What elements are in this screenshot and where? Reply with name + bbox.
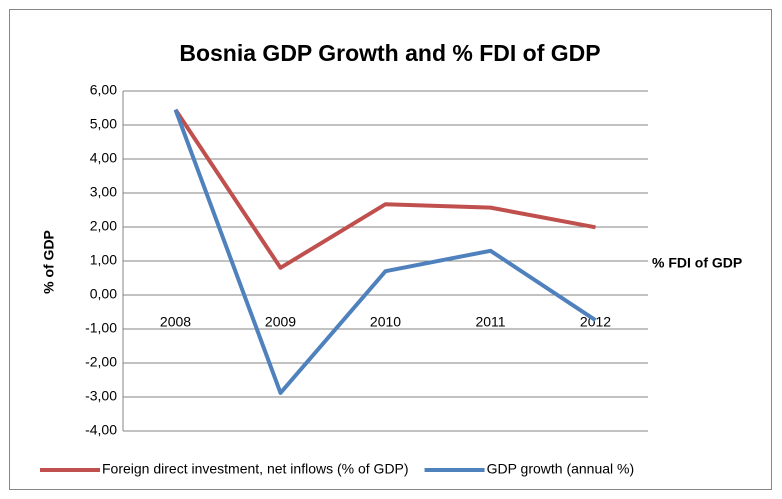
y-tick-label: 2,00	[90, 218, 117, 234]
y-tick-label: 5,00	[90, 116, 117, 132]
x-tick-label: 2008	[160, 314, 191, 330]
y-axis-label: % of GDP	[41, 230, 57, 294]
y-tick-label: 4,00	[90, 150, 117, 166]
x-tick-label: 2012	[580, 314, 611, 330]
chart-title: Bosnia GDP Growth and % FDI of GDP	[179, 40, 600, 66]
series-line	[173, 108, 596, 270]
chart-border	[9, 9, 772, 490]
x-tick-label: 2011	[475, 314, 505, 330]
y-tick-label: 0,00	[90, 286, 117, 302]
y-tick-label: -1,00	[85, 320, 117, 336]
y-tick-label: 6,00	[90, 82, 117, 98]
legend-label: Foreign direct investment, net inflows (…	[102, 461, 409, 477]
y-tick-label: -3,00	[85, 388, 117, 404]
y-tick-label: 3,00	[90, 184, 117, 200]
y-tick-label: -4,00	[85, 422, 117, 438]
y-tick-label: -2,00	[85, 354, 117, 370]
x-tick-label: 2010	[370, 314, 401, 330]
x-axis-label: % FDI of GDP	[652, 255, 742, 271]
series-line	[173, 109, 597, 395]
legend-label: GDP growth (annual %)	[487, 461, 635, 477]
x-tick-label: 2009	[265, 314, 296, 330]
y-tick-label: 1,00	[90, 252, 117, 268]
